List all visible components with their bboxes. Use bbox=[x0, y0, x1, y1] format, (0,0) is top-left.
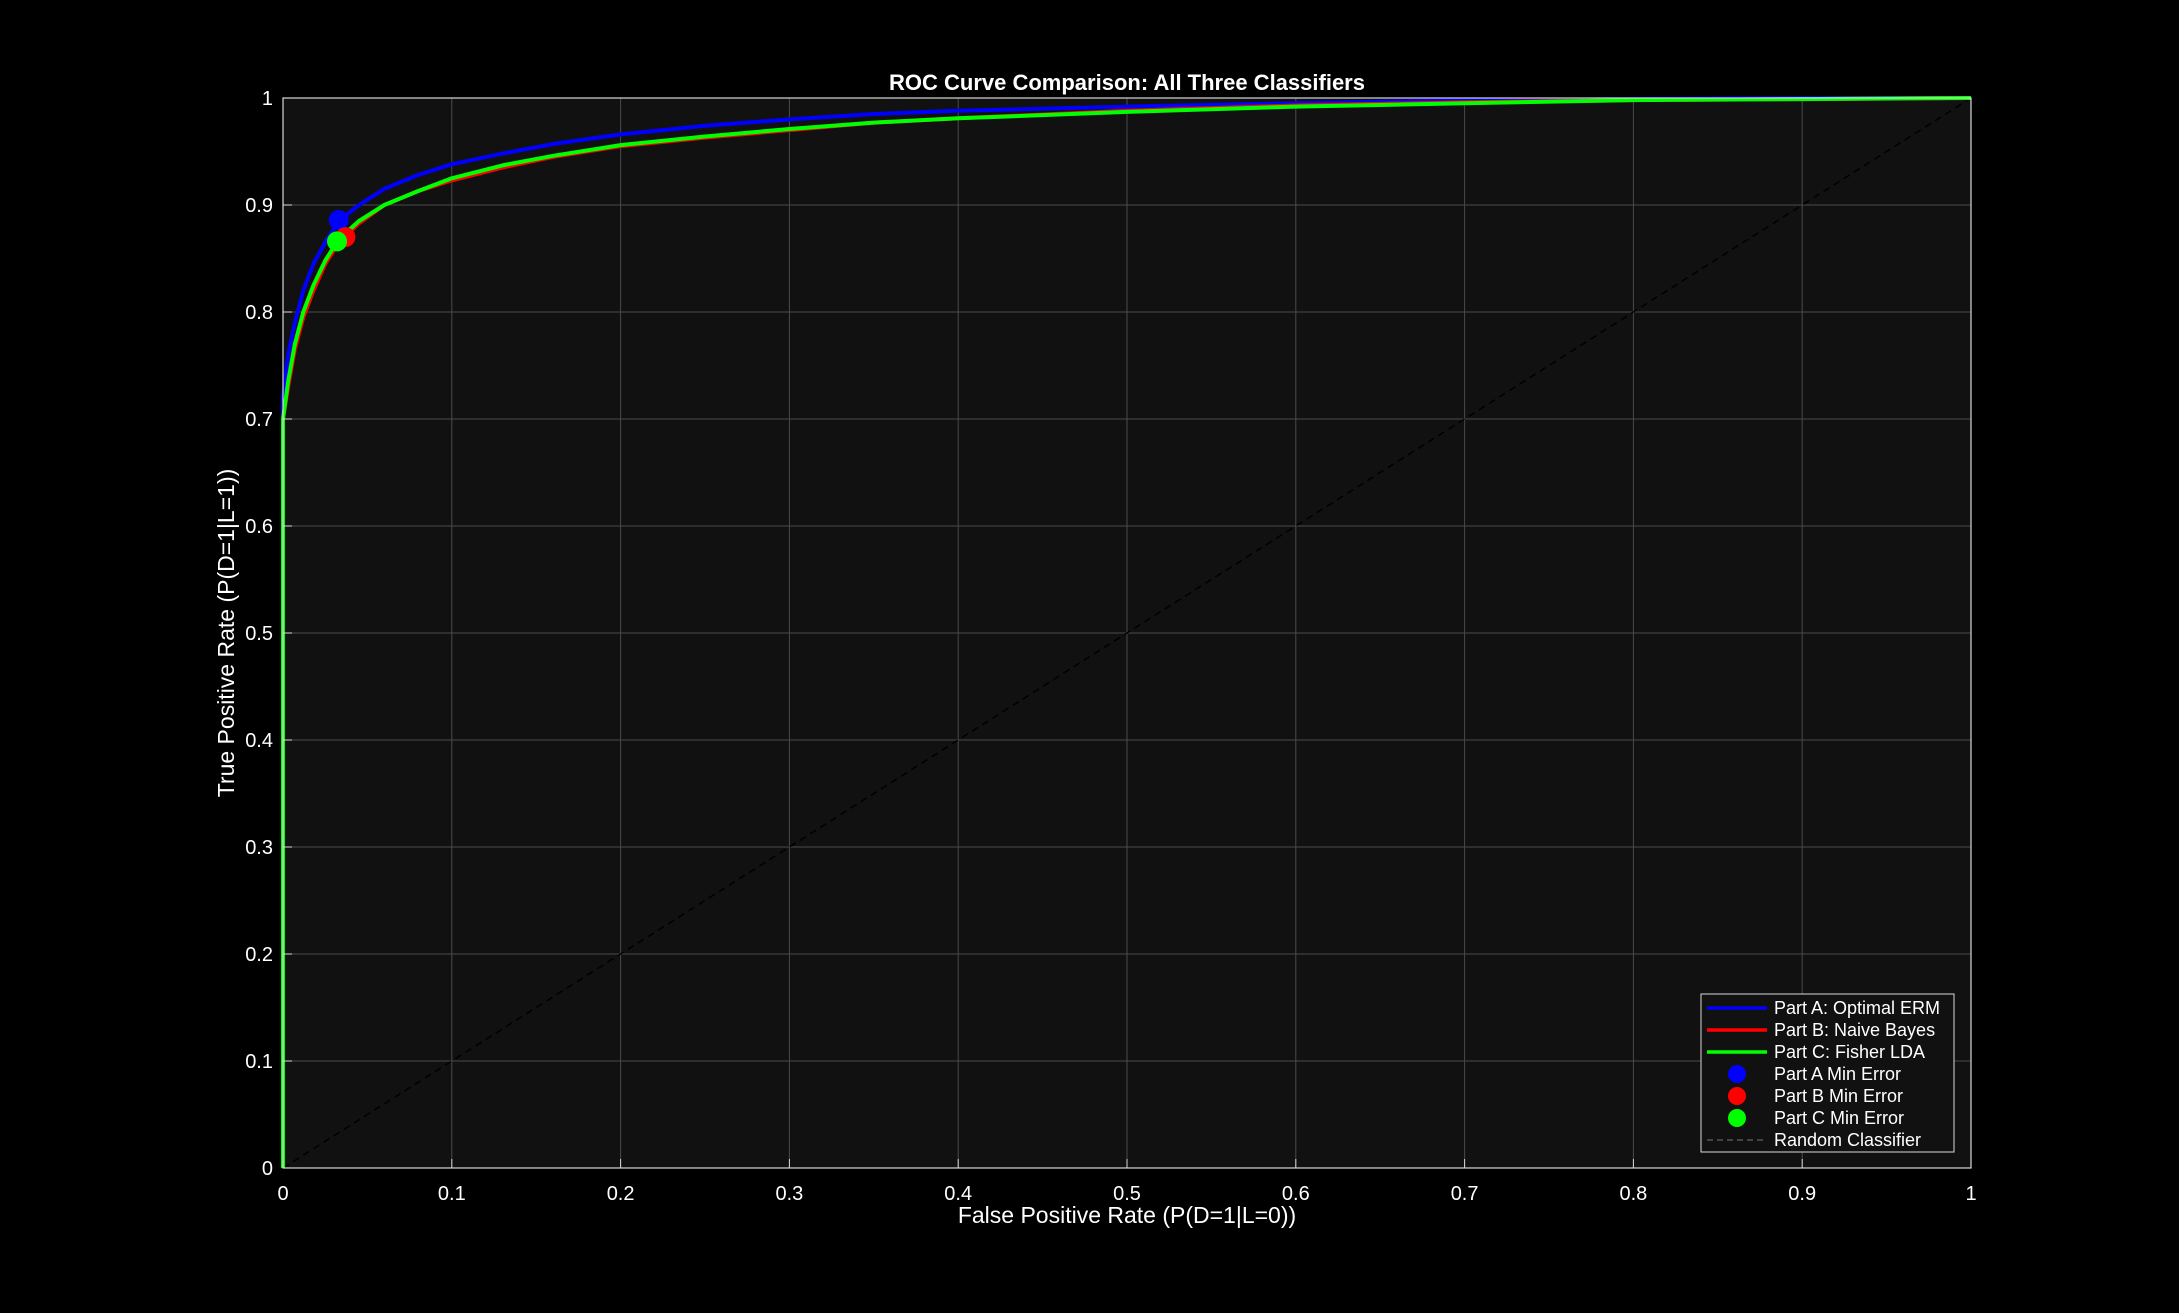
y-tick-label: 0.7 bbox=[245, 409, 273, 431]
legend-label: Part B Min Error bbox=[1774, 1086, 1903, 1106]
x-tick-label: 0.6 bbox=[1282, 1183, 1310, 1205]
legend-swatch bbox=[1728, 1109, 1746, 1127]
legend-label: Part A Min Error bbox=[1774, 1064, 1901, 1084]
roc-series-3 bbox=[281, 96, 1972, 1168]
x-tick-label: 0.3 bbox=[775, 1183, 803, 1205]
y-tick-label: 0.1 bbox=[245, 1051, 273, 1073]
legend-label: Part C: Fisher LDA bbox=[1774, 1042, 1925, 1062]
marker-layer bbox=[327, 209, 356, 252]
x-tick-label: 0 bbox=[277, 1183, 288, 1205]
legend-label: Part C Min Error bbox=[1774, 1108, 1904, 1128]
y-tick-label: 0.4 bbox=[245, 730, 273, 752]
y-tick-label: 0.8 bbox=[245, 302, 273, 324]
legend-label: Part A: Optimal ERM bbox=[1774, 998, 1940, 1018]
legend-swatch bbox=[1728, 1087, 1746, 1105]
x-tick-label: 0.8 bbox=[1619, 1183, 1647, 1205]
x-tick-label: 1 bbox=[1965, 1183, 1976, 1205]
min-error-marker-1 bbox=[328, 209, 349, 230]
legend-swatch bbox=[1728, 1065, 1746, 1083]
x-tick-label: 0.9 bbox=[1788, 1183, 1816, 1205]
roc-series-1 bbox=[281, 96, 1971, 1168]
x-axis-title: False Positive Rate (P(D=1|L=0)) bbox=[958, 1202, 1296, 1228]
y-tick-label: 0.2 bbox=[245, 944, 273, 966]
chart-title: ROC Curve Comparison: All Three Classifi… bbox=[889, 70, 1365, 95]
y-tick-label: 0 bbox=[262, 1158, 273, 1180]
y-tick-label: 0.9 bbox=[245, 195, 273, 217]
min-error-marker-3 bbox=[327, 231, 348, 252]
y-tick-label: 1 bbox=[262, 88, 273, 110]
x-tick-label: 0.4 bbox=[944, 1183, 972, 1205]
y-tick-label: 0.6 bbox=[245, 516, 273, 538]
y-axis-title: True Positive Rate (P(D=1|L=1)) bbox=[213, 469, 239, 798]
x-tick-label: 0.2 bbox=[607, 1183, 635, 1205]
x-tick-label: 0.1 bbox=[438, 1183, 466, 1205]
x-tick-label: 0.5 bbox=[1113, 1183, 1141, 1205]
legend-label: Random Classifier bbox=[1774, 1130, 1921, 1150]
y-tick-label: 0.3 bbox=[245, 837, 273, 859]
legend-label: Part B: Naive Bayes bbox=[1774, 1020, 1935, 1040]
ticks: 0 0.1 0.2 0.3 0.4 0.5 0.6 0.7 0.8 0.9 1 0 0.1 0.2 0.3 0… bbox=[245, 88, 1976, 1205]
random-classifier-line bbox=[282, 97, 1972, 1169]
y-tick-label: 0.5 bbox=[245, 623, 273, 645]
series-layer bbox=[281, 96, 1972, 1168]
x-tick-label: 0.7 bbox=[1451, 1183, 1479, 1205]
